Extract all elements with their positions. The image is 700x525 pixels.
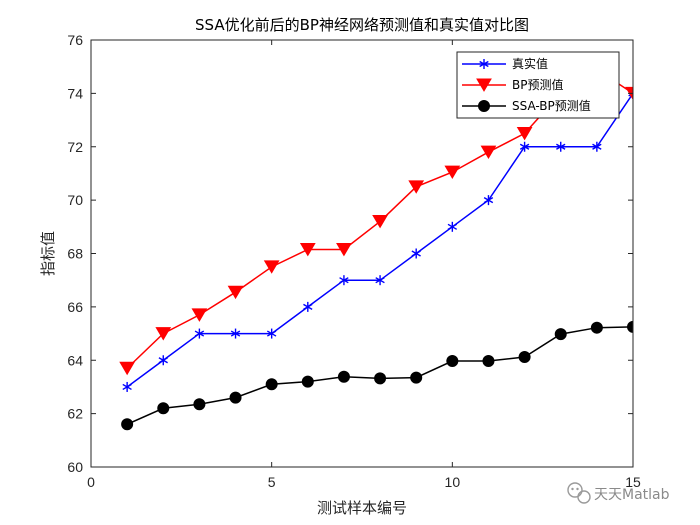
data-point: [590, 321, 603, 334]
data-point: [119, 361, 136, 376]
data-point: [519, 141, 530, 152]
data-point: [337, 370, 350, 383]
legend-item: 真实值: [462, 56, 548, 71]
data-point: [483, 195, 494, 206]
data-point: [303, 301, 313, 312]
data-point: [516, 126, 533, 141]
x-axis-label: 测试样本编号: [317, 499, 407, 517]
data-point: [518, 351, 531, 364]
data-point: [265, 378, 278, 391]
y-tick-label: 76: [67, 32, 83, 48]
data-point: [592, 141, 602, 152]
legend-item: SSA-BP预测值: [462, 98, 591, 113]
data-point: [158, 355, 168, 366]
y-tick-label: 64: [67, 352, 83, 368]
data-point: [410, 371, 423, 384]
data-point: [122, 381, 132, 392]
legend-label: 真实值: [512, 56, 548, 71]
axes: 0 5 10 15 60 62 64 66 68 70 72 74 76: [67, 32, 641, 490]
data-point: [411, 248, 421, 259]
data-point: [446, 355, 459, 368]
y-tick-label: 60: [67, 459, 83, 475]
x-tick-label: 15: [625, 474, 641, 490]
y-tick-label: 70: [67, 192, 83, 208]
x-tick-label: 10: [445, 474, 461, 490]
data-point: [480, 145, 497, 160]
watermark-text: 天天Matlab: [594, 487, 670, 503]
y-tick-label: 66: [67, 299, 83, 315]
legend-marker: [479, 59, 489, 69]
x-tick-label: 5: [268, 474, 276, 490]
data-point: [157, 402, 170, 415]
series-1: [122, 88, 633, 392]
y-tick-label: 68: [67, 246, 83, 262]
data-point: [229, 391, 242, 404]
legend-item: BP预测值: [462, 77, 563, 92]
data-point: [266, 328, 277, 339]
legend-marker: [478, 100, 490, 112]
data-point: [155, 327, 172, 341]
data-point: [444, 165, 461, 180]
y-axis-label: 指标值: [39, 231, 57, 276]
legend-label: SSA-BP预测值: [512, 98, 591, 113]
y-tick-label: 62: [67, 406, 83, 422]
data-point: [375, 275, 385, 286]
watermark: 天天Matlab: [567, 482, 670, 504]
data-point: [408, 180, 425, 194]
chart-title: SSA优化前后的BP神经网络预测值和真实值对比图: [195, 16, 529, 34]
data-point: [372, 215, 388, 229]
data-point: [336, 243, 352, 257]
data-point: [194, 328, 205, 339]
x-tick-label: 0: [87, 474, 95, 490]
data-point: [299, 243, 316, 257]
data-point: [482, 355, 495, 368]
legend-label: BP预测值: [512, 77, 563, 92]
data-point: [263, 260, 280, 274]
data-point: [121, 418, 134, 431]
data-point: [230, 328, 241, 339]
legend-marker: [476, 78, 492, 92]
y-tick-label: 74: [67, 85, 83, 101]
series-3: [121, 320, 633, 431]
data-point: [627, 320, 633, 333]
data-point: [193, 398, 206, 411]
data-point: [301, 375, 314, 388]
data-point: [554, 328, 567, 341]
data-point: [227, 285, 244, 300]
data-point: [374, 372, 387, 385]
wechat-icon: [567, 482, 591, 504]
legend: 真实值 BP预测值 SSA-BP预测值: [456, 51, 620, 119]
data-point: [339, 275, 349, 286]
data-point: [447, 221, 458, 232]
y-tick-label: 72: [67, 139, 83, 155]
data-point: [191, 308, 208, 322]
data-point: [556, 141, 566, 152]
